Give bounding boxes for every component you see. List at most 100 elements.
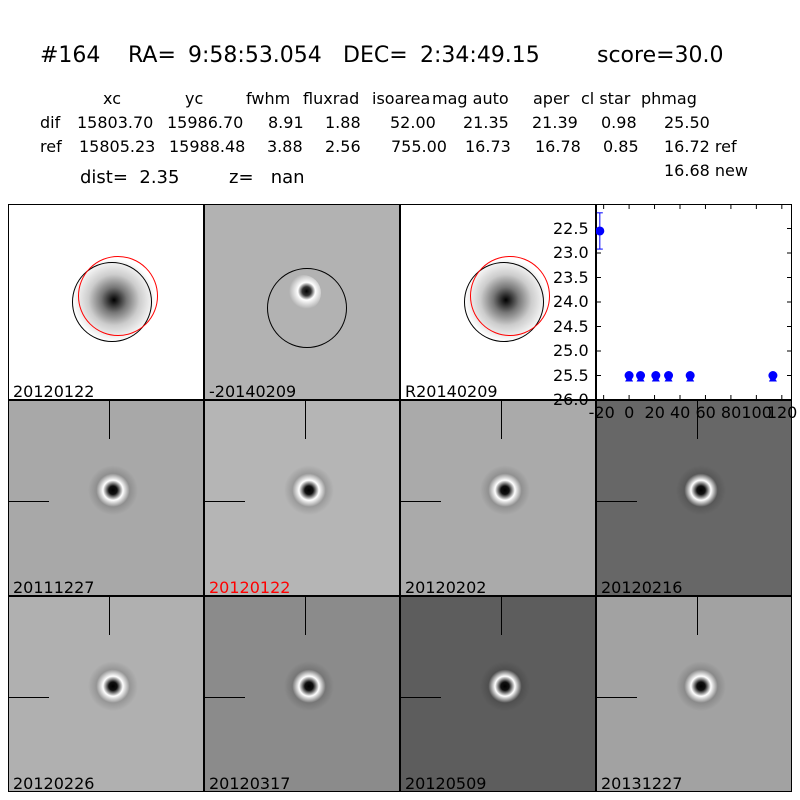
image-stamp[interactable]: 20120216 (596, 400, 792, 596)
image-stamp[interactable]: 20120226 (8, 596, 204, 792)
table-cell: 52.00 (390, 113, 436, 132)
y-tick-label: 23.5 (553, 267, 589, 287)
column-header-2: fwhm (246, 89, 291, 108)
table-cell: 3.88 (267, 137, 303, 156)
stamp-date-label: 20120122 (13, 382, 95, 400)
data-point (651, 371, 661, 380)
stamp-date-label: 20120317 (209, 774, 291, 792)
table-cell: 25.50 (664, 113, 710, 132)
column-header-3: fluxrad (303, 89, 360, 108)
y-tick-label: 22.5 (553, 218, 589, 238)
distance: dist= 2.35 (80, 167, 180, 188)
image-stamp[interactable]: -20140209 (204, 204, 400, 400)
column-header-1: yc (185, 89, 204, 108)
image-stamp[interactable]: 20131227 (596, 596, 792, 792)
x-tick-label: 0 (624, 403, 635, 422)
column-header-8: phmag (641, 89, 697, 108)
crosshair-vertical (109, 597, 110, 635)
crosshair-vertical (697, 401, 698, 439)
aperture-circle (267, 268, 347, 348)
x-tick-label: 100 (741, 403, 772, 422)
column-header-0: xc (103, 89, 121, 108)
stamp-date-label: 20120226 (13, 774, 95, 792)
crosshair-vertical (501, 597, 502, 635)
crosshair-vertical (305, 597, 306, 635)
table-cell: 16.78 (535, 137, 581, 156)
stamp-date-label: 20120509 (405, 774, 487, 792)
image-stamp[interactable]: 20120122 (8, 204, 204, 400)
table-cell: 0.98 (601, 113, 637, 132)
x-tick-label: 80 (720, 403, 742, 422)
crosshair-vertical (697, 597, 698, 635)
source-blob (85, 661, 141, 717)
dec-value: 2:34:49.15 (420, 43, 540, 68)
source-blob (673, 661, 729, 717)
ra-value: 9:58:53.054 (188, 43, 322, 68)
crosshair-horizontal (401, 501, 441, 502)
phmag-new: 16.68 new (664, 161, 748, 180)
y-tick-label: 24.0 (553, 292, 589, 311)
lightcurve-plot (596, 204, 792, 400)
table-cell: 21.35 (463, 113, 509, 132)
dec-label: DEC= (343, 43, 408, 68)
table-cell: 16.72 ref (664, 137, 737, 156)
table-cell: 21.39 (532, 113, 578, 132)
y-tick-label: 23.0 (553, 243, 589, 262)
image-stamp[interactable]: R20140209 (400, 204, 596, 400)
row-label: ref (40, 137, 62, 156)
source-blob (477, 661, 533, 717)
data-point (768, 371, 778, 380)
source-blob (673, 465, 729, 521)
data-point (664, 371, 674, 380)
image-stamp[interactable]: 20120202 (400, 400, 596, 596)
source-blob (281, 661, 337, 717)
crosshair-horizontal (205, 697, 245, 698)
image-stamp[interactable]: 20111227 (8, 400, 204, 596)
data-point (596, 226, 605, 236)
data-point (685, 371, 695, 380)
image-stamp[interactable]: 20120317 (204, 596, 400, 792)
data-point (624, 371, 634, 380)
table-cell: 0.85 (603, 137, 639, 156)
column-header-6: aper (533, 89, 570, 108)
crosshair-horizontal (597, 501, 637, 502)
table-cell: 755.00 (391, 137, 447, 156)
data-point (636, 371, 646, 380)
y-tick-label: 25.5 (553, 365, 589, 385)
source-blob (85, 465, 141, 521)
stamp-date-label: 20131227 (601, 774, 683, 792)
x-tick-label: 120 (766, 403, 798, 422)
table-cell: 15986.70 (167, 113, 244, 132)
crosshair-vertical (305, 401, 306, 439)
table-cell: 15988.48 (169, 137, 246, 156)
y-tick-label: 26.0 (553, 390, 589, 409)
stamp-date-label: 20111227 (13, 578, 95, 596)
column-header-7: cl star (581, 89, 631, 108)
table-cell: 15803.70 (77, 113, 154, 132)
aperture-circle-red (470, 256, 550, 336)
stamp-date-label: 20120122 (209, 578, 291, 596)
x-tick-label: 60 (695, 403, 716, 422)
x-tick-label: 20 (644, 403, 665, 422)
stamp-date-label: -20140209 (209, 382, 297, 400)
source-blob (281, 465, 337, 521)
column-header-4: isoarea (372, 89, 431, 108)
crosshair-horizontal (597, 697, 637, 698)
score: score=30.0 (597, 43, 724, 68)
crosshair-horizontal (9, 501, 49, 502)
row-label: dif (40, 113, 61, 132)
x-tick-label: -20 (588, 403, 615, 422)
table-cell: 15805.23 (79, 137, 156, 156)
crosshair-vertical (501, 401, 502, 439)
table-cell: 1.88 (325, 113, 361, 132)
crosshair-horizontal (205, 501, 245, 502)
crosshair-horizontal (401, 697, 441, 698)
image-stamp[interactable]: 20120509 (400, 596, 596, 792)
y-tick-label: 24.5 (553, 316, 589, 336)
stamp-date-label: 20120216 (601, 578, 683, 596)
aperture-circle-red (78, 256, 158, 336)
image-stamp[interactable]: 20120122 (204, 400, 400, 596)
plot-frame (596, 204, 792, 400)
redshift: z= nan (229, 167, 305, 188)
